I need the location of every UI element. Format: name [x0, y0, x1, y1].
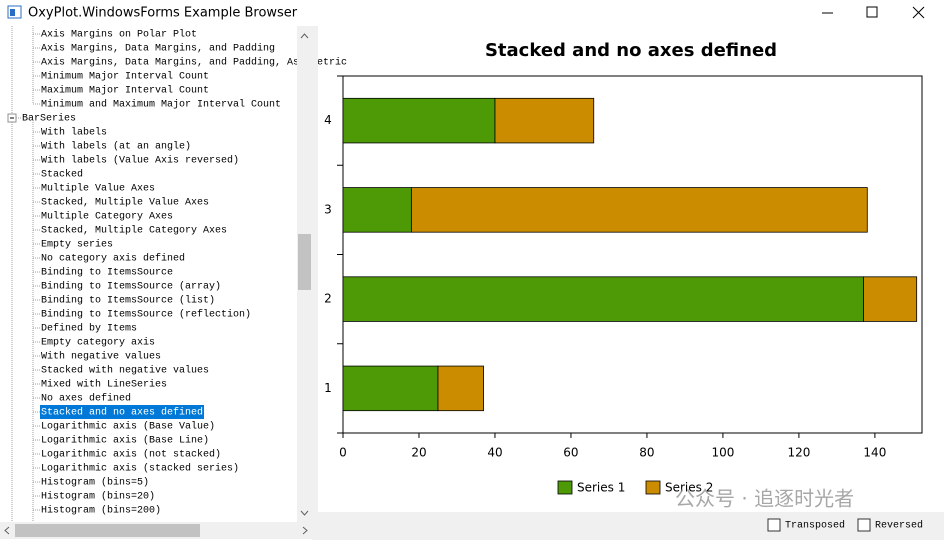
tree-item[interactable]: Axis Margins, Data Margins, and Padding	[41, 43, 275, 55]
tree-item[interactable]: Empty category axis	[41, 337, 155, 349]
y-tick-label: 3	[324, 202, 332, 216]
checkbox[interactable]	[767, 518, 781, 532]
tree-item[interactable]: Stacked with negative values	[41, 365, 209, 377]
tree-item[interactable]: Stacked	[41, 169, 83, 181]
tree-item[interactable]: Stacked, Multiple Category Axes	[41, 225, 227, 237]
checkbox-label[interactable]: Transposed	[785, 520, 845, 532]
tree-item[interactable]: With labels (at an angle)	[41, 141, 191, 153]
tree-item[interactable]: Binding to ItemsSource	[41, 267, 173, 279]
legend-swatch	[557, 480, 573, 495]
x-tick-label: 60	[563, 446, 578, 460]
bar	[437, 365, 484, 412]
y-tick-label: 4	[324, 113, 332, 127]
close-button[interactable]	[912, 6, 925, 19]
tree-item[interactable]: Logarithmic axis (stacked series)	[41, 463, 239, 475]
bar	[342, 365, 439, 412]
scroll-down[interactable]	[300, 510, 309, 516]
y-tick-label: 2	[324, 292, 332, 306]
bar	[410, 187, 868, 233]
y-tick-label: 1	[324, 381, 332, 395]
tree-item[interactable]: Defined by Items	[41, 323, 137, 335]
tree-item[interactable]: Logarithmic axis (Base Line)	[41, 435, 209, 447]
tree-item[interactable]: No axes defined	[41, 393, 131, 405]
x-tick-label: 100	[711, 446, 734, 460]
bar	[494, 97, 595, 144]
x-tick-label: 20	[411, 446, 426, 460]
v-scroll-thumb[interactable]	[298, 234, 311, 290]
tree-item[interactable]: With negative values	[41, 351, 161, 363]
bar	[342, 97, 496, 144]
tree-item[interactable]: Histogram (bins=20)	[41, 491, 155, 503]
legend-label: Series 2	[665, 481, 713, 495]
tree-item[interactable]: Mixed with LineSeries	[41, 379, 167, 391]
tree-item[interactable]: Maximum Major Interval Count	[41, 85, 209, 97]
h-scroll-thumb[interactable]	[15, 524, 200, 537]
maximize-button[interactable]	[866, 6, 878, 18]
tree-item[interactable]: Axis Margins, Data Margins, and Padding,…	[41, 57, 347, 69]
x-tick-label: 40	[487, 446, 502, 460]
scroll-right[interactable]	[302, 526, 308, 535]
bar	[863, 276, 918, 322]
tree-item[interactable]: Minimum and Maximum Major Interval Count	[41, 99, 281, 111]
tree-item[interactable]: Minimum Major Interval Count	[41, 71, 209, 83]
x-tick-label: 140	[863, 446, 886, 460]
tree-item[interactable]: No category axis defined	[41, 253, 185, 265]
legend-swatch	[645, 480, 661, 495]
x-tick-label: 0	[339, 446, 347, 460]
tree-item[interactable]: Histogram (bins=5)	[41, 477, 149, 489]
scroll-left[interactable]	[4, 526, 10, 535]
tree-item[interactable]: With labels (Value Axis reversed)	[41, 155, 239, 167]
tree-item[interactable]: Logarithmic axis (Base Value)	[41, 421, 215, 433]
checkbox[interactable]	[857, 518, 871, 532]
option-bar	[318, 512, 944, 540]
tree-item[interactable]: Multiple Value Axes	[41, 183, 155, 195]
scroll-up[interactable]	[300, 33, 309, 39]
bar	[342, 187, 412, 233]
window-title: OxyPlot.WindowsForms Example Browser	[28, 6, 298, 21]
tree-item[interactable]: Histogram (bins=200)	[41, 505, 161, 517]
app-icon-part	[10, 9, 15, 16]
legend-label: Series 1	[577, 481, 625, 495]
selection	[40, 405, 204, 419]
chart-title: Stacked and no axes defined	[485, 40, 777, 61]
tree-item[interactable]: Binding to ItemsSource (reflection)	[41, 309, 251, 321]
checkbox-label[interactable]: Reversed	[875, 520, 923, 532]
bar	[342, 276, 864, 322]
tree-item[interactable]: Stacked and no axes defined	[41, 407, 203, 419]
x-tick-label: 120	[787, 446, 810, 460]
chart: Stacked and no axes defined 0 20 40 60 80 100…	[324, 40, 923, 495]
tree-item[interactable]: Multiple Category Axes	[41, 211, 173, 223]
tree-item[interactable]: Empty series	[41, 239, 113, 251]
tree-item[interactable]: Axis Margins on Polar Plot	[41, 29, 197, 41]
tree-item[interactable]: With labels	[41, 127, 107, 139]
tree-item[interactable]: Binding to ItemsSource (list)	[41, 295, 215, 307]
tree-item[interactable]: Binding to ItemsSource (array)	[41, 281, 221, 293]
tree-view[interactable]: Axis Margins on Polar Plot Axis Margins, …	[7, 26, 347, 522]
splitter[interactable]	[312, 26, 318, 540]
tree-item[interactable]: Stacked, Multiple Value Axes	[41, 197, 209, 209]
watermark: 公众号 · 追逐时光者	[675, 487, 854, 511]
tree-group[interactable]: BarSeries	[22, 113, 76, 125]
tree-item[interactable]: Logarithmic axis (not stacked)	[41, 449, 221, 461]
x-tick-label: 80	[639, 446, 654, 460]
